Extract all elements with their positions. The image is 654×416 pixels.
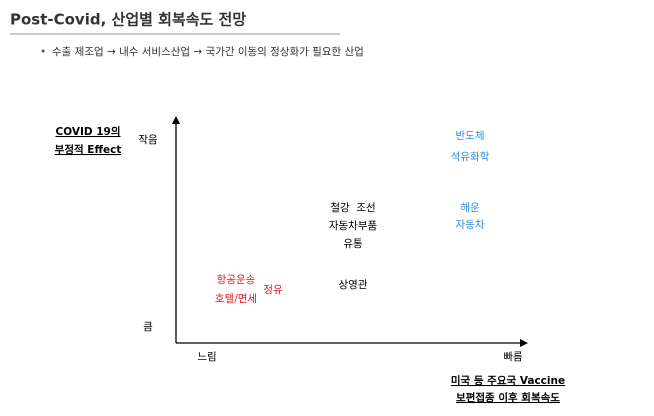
bullet-dot: • xyxy=(40,46,46,58)
y-top: 작음 xyxy=(138,134,158,146)
industry-label: 항공운송 xyxy=(217,274,256,286)
industry-label: 석유화학 xyxy=(451,151,490,163)
x-left: 느림 xyxy=(197,351,216,363)
industry-label: 유통 xyxy=(343,238,363,250)
y-title: COVID 19의 xyxy=(55,125,120,138)
industry-label: 호텔/면세 xyxy=(215,293,257,305)
x-arrow xyxy=(520,339,528,347)
y-bottom: 큼 xyxy=(143,321,153,333)
industry-label: 상영관 xyxy=(339,279,368,291)
industry-label: 반도체 xyxy=(456,130,485,142)
y-arrow xyxy=(172,116,180,124)
industry-label: 자동차 xyxy=(456,219,485,231)
title: Post-Covid, 산업별 회복속도 전망 xyxy=(10,11,246,29)
x-title: 미국 등 주요국 Vaccine xyxy=(451,374,565,387)
industry-label: 철강 조선 xyxy=(330,202,375,214)
industry-label: 해운 xyxy=(460,201,480,214)
y-title: 부정적 Effect xyxy=(55,143,122,156)
x-right: 빠름 xyxy=(503,351,523,363)
x-title: 보편접종 이후 회복속도 xyxy=(456,391,560,404)
industry-label: 정유 xyxy=(263,284,283,296)
bullet-text: 수출 제조업 → 내수 서비스산업 → 국가간 이동의 정상화가 필요한 산업 xyxy=(52,45,364,58)
industry-label: 자동차부품 xyxy=(329,220,378,232)
